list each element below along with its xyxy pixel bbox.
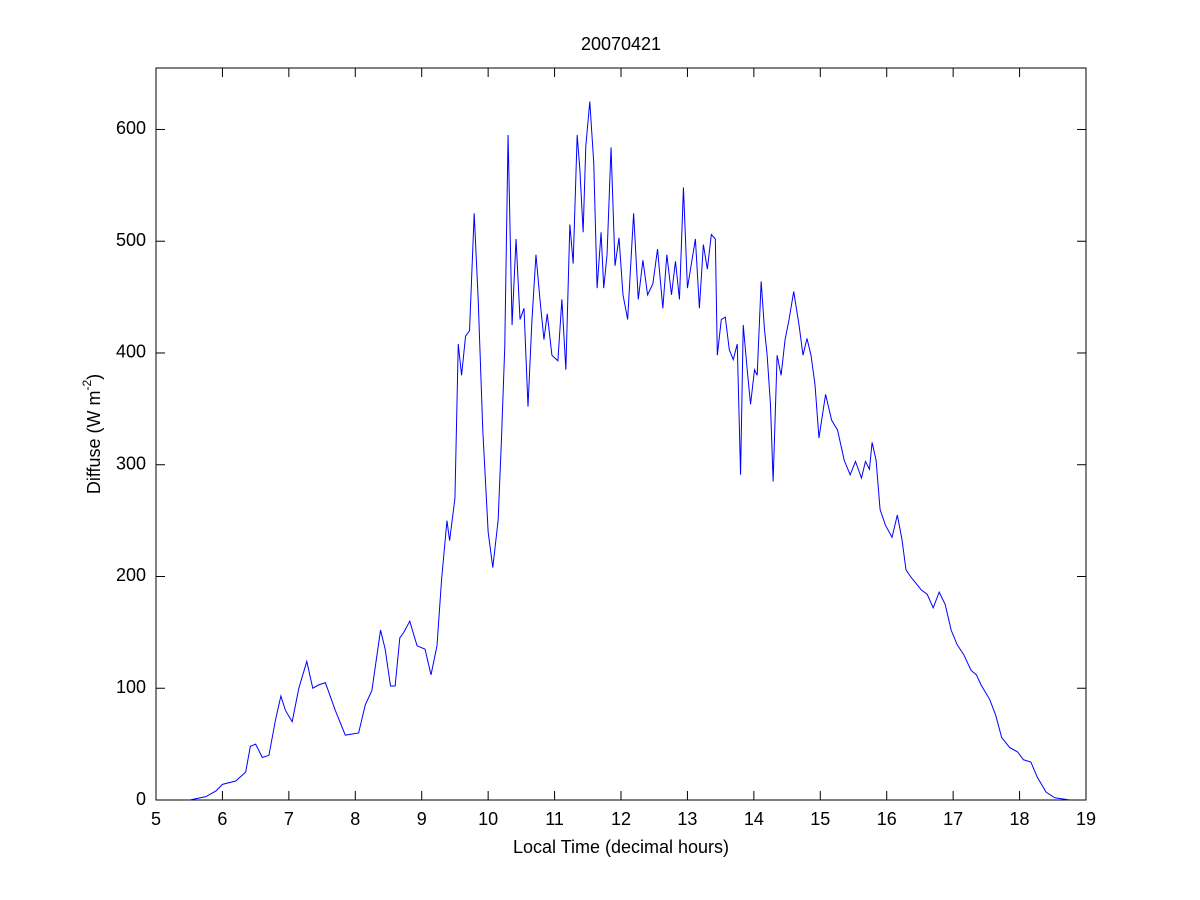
x-tick-label: 10 — [478, 809, 498, 829]
y-tick-label: 400 — [116, 342, 146, 362]
x-tick-label: 9 — [417, 809, 427, 829]
data-line — [189, 101, 1071, 801]
x-axis-label: Local Time (decimal hours) — [513, 837, 729, 857]
y-tick-label: 0 — [136, 789, 146, 809]
x-tick-label: 7 — [284, 809, 294, 829]
x-tick-label: 8 — [350, 809, 360, 829]
x-tick-label: 14 — [744, 809, 764, 829]
x-tick-label: 17 — [943, 809, 963, 829]
y-tick-label: 200 — [116, 565, 146, 585]
x-tick-label: 18 — [1010, 809, 1030, 829]
y-tick-label: 500 — [116, 230, 146, 250]
x-tick-label: 12 — [611, 809, 631, 829]
x-tick-label: 19 — [1076, 809, 1096, 829]
y-tick-label: 300 — [116, 453, 146, 473]
y-axis-label-close: ) — [84, 374, 104, 380]
x-tick-label: 11 — [545, 809, 564, 829]
x-tick-label: 5 — [151, 809, 161, 829]
x-tick-label: 15 — [810, 809, 830, 829]
y-axis-label-superscript: -2 — [80, 379, 94, 390]
x-tick-label: 16 — [877, 809, 897, 829]
y-axis-label: Diffuse (W m-2) — [80, 374, 104, 494]
y-tick-label: 100 — [116, 677, 146, 697]
chart-title: 20070421 — [581, 34, 661, 54]
x-tick-label: 6 — [217, 809, 227, 829]
y-axis-label-text: Diffuse (W m — [84, 390, 104, 494]
plot-box — [155, 67, 1087, 801]
y-tick-label: 600 — [116, 118, 146, 138]
x-tick-label: 13 — [677, 809, 697, 829]
